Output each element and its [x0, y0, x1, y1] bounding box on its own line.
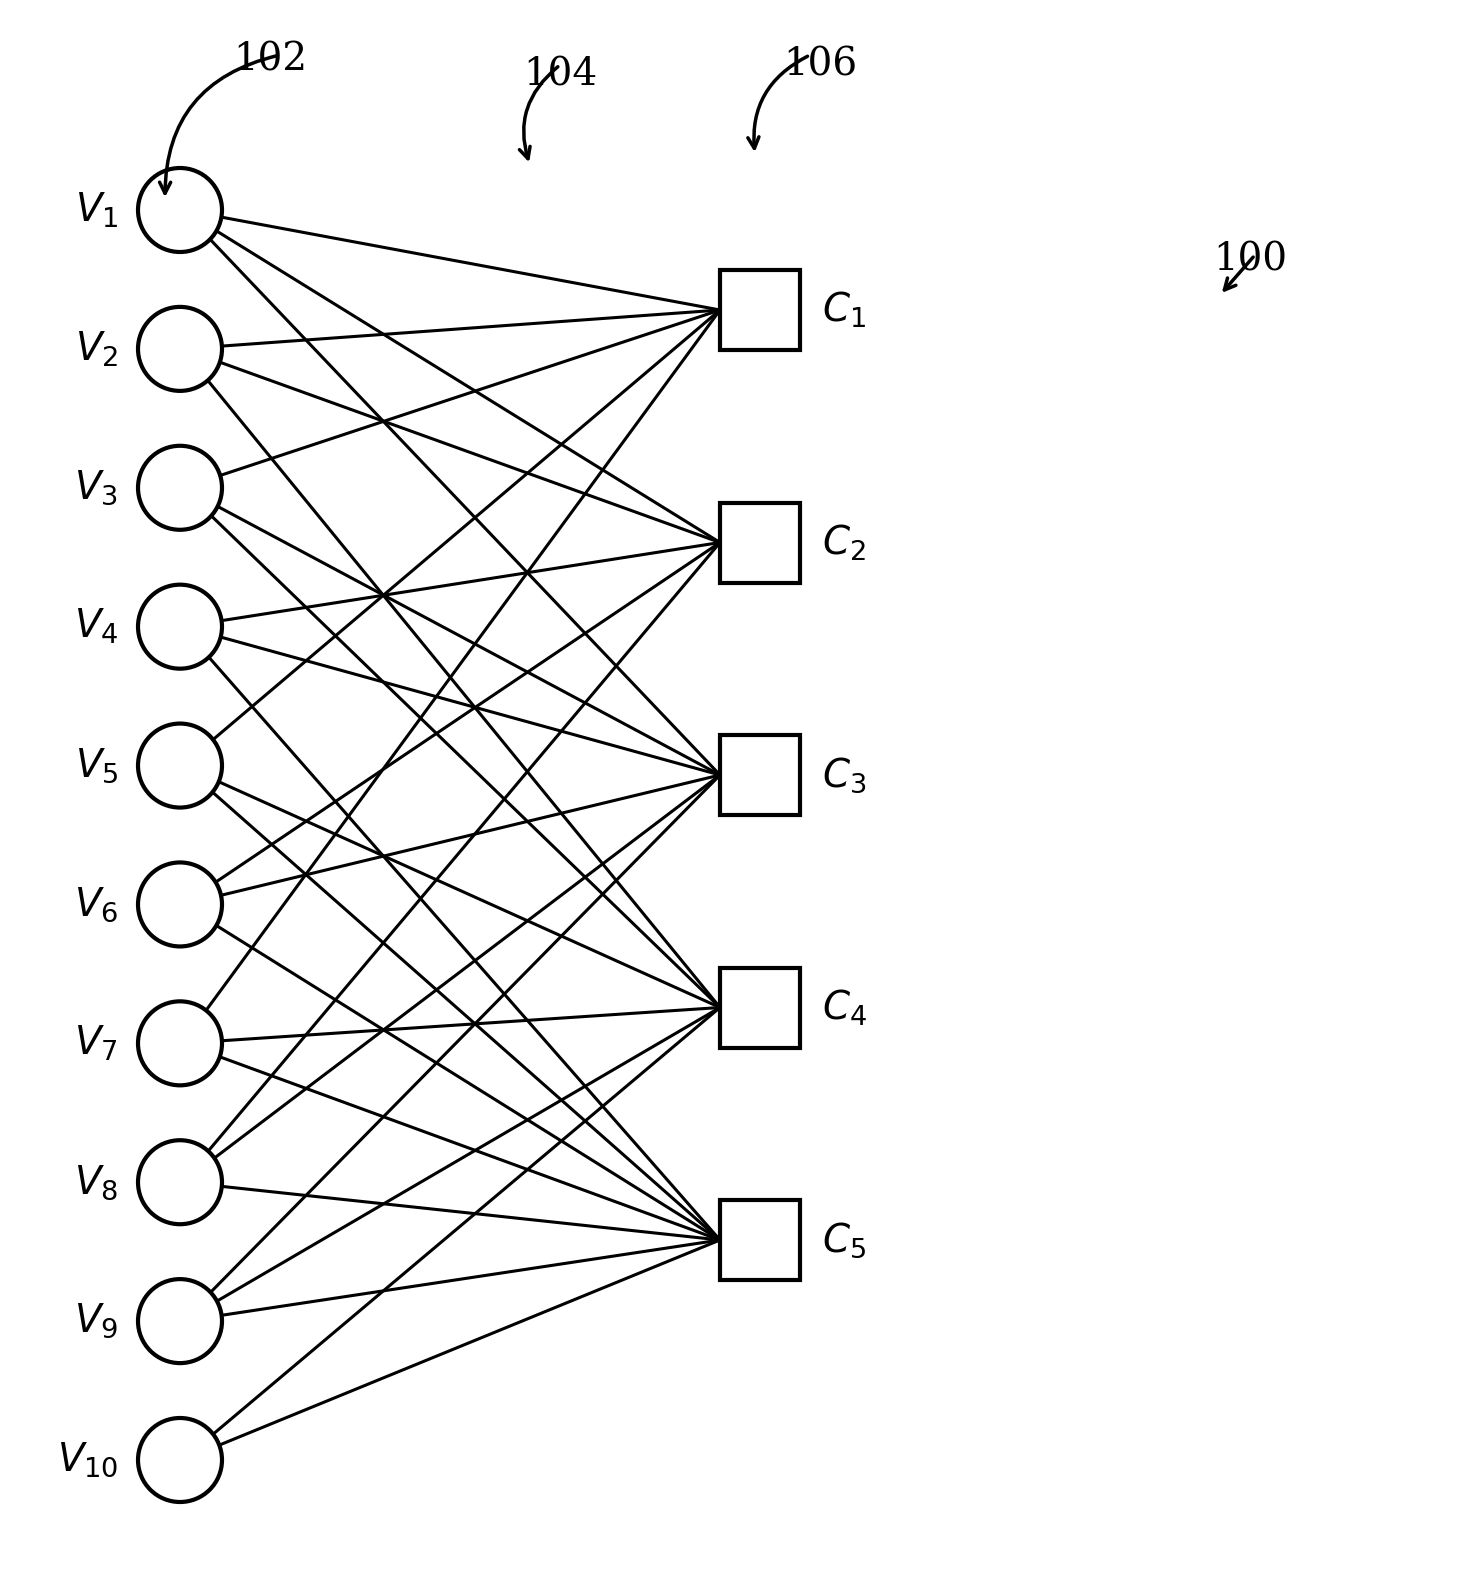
Circle shape [138, 585, 222, 668]
Circle shape [138, 307, 222, 391]
Circle shape [138, 168, 222, 252]
Text: $C_{5}$: $C_{5}$ [822, 1220, 866, 1259]
Text: $V_{5}$: $V_{5}$ [75, 747, 117, 784]
Circle shape [138, 863, 222, 946]
Text: $V_{6}$: $V_{6}$ [73, 885, 117, 924]
Circle shape [138, 1280, 222, 1363]
Bar [719, 1199, 800, 1280]
Bar [719, 503, 800, 583]
Text: $C_{3}$: $C_{3}$ [822, 755, 866, 795]
Text: $C_{2}$: $C_{2}$ [822, 522, 866, 563]
Bar [719, 270, 800, 351]
Circle shape [138, 723, 222, 808]
Text: $V_{10}$: $V_{10}$ [57, 1440, 117, 1479]
Circle shape [138, 1140, 222, 1225]
Text: $V_{9}$: $V_{9}$ [73, 1302, 117, 1341]
Text: $V_{1}$: $V_{1}$ [75, 190, 117, 230]
Text: $V_{3}$: $V_{3}$ [75, 468, 117, 508]
Text: 106: 106 [782, 47, 857, 83]
Text: 104: 104 [523, 57, 597, 93]
Bar [719, 967, 800, 1047]
Bar [719, 736, 800, 814]
Circle shape [138, 446, 222, 530]
Text: $C_{1}$: $C_{1}$ [822, 289, 866, 330]
Text: $V_{7}$: $V_{7}$ [75, 1023, 117, 1063]
Text: $C_{4}$: $C_{4}$ [822, 987, 868, 1028]
Text: $V_{8}$: $V_{8}$ [73, 1163, 117, 1201]
Text: $V_{2}$: $V_{2}$ [75, 329, 117, 368]
Circle shape [138, 1001, 222, 1085]
Text: $V_{4}$: $V_{4}$ [73, 607, 117, 646]
Text: 102: 102 [233, 41, 307, 79]
Circle shape [138, 1418, 222, 1501]
Text: 100: 100 [1213, 242, 1287, 278]
